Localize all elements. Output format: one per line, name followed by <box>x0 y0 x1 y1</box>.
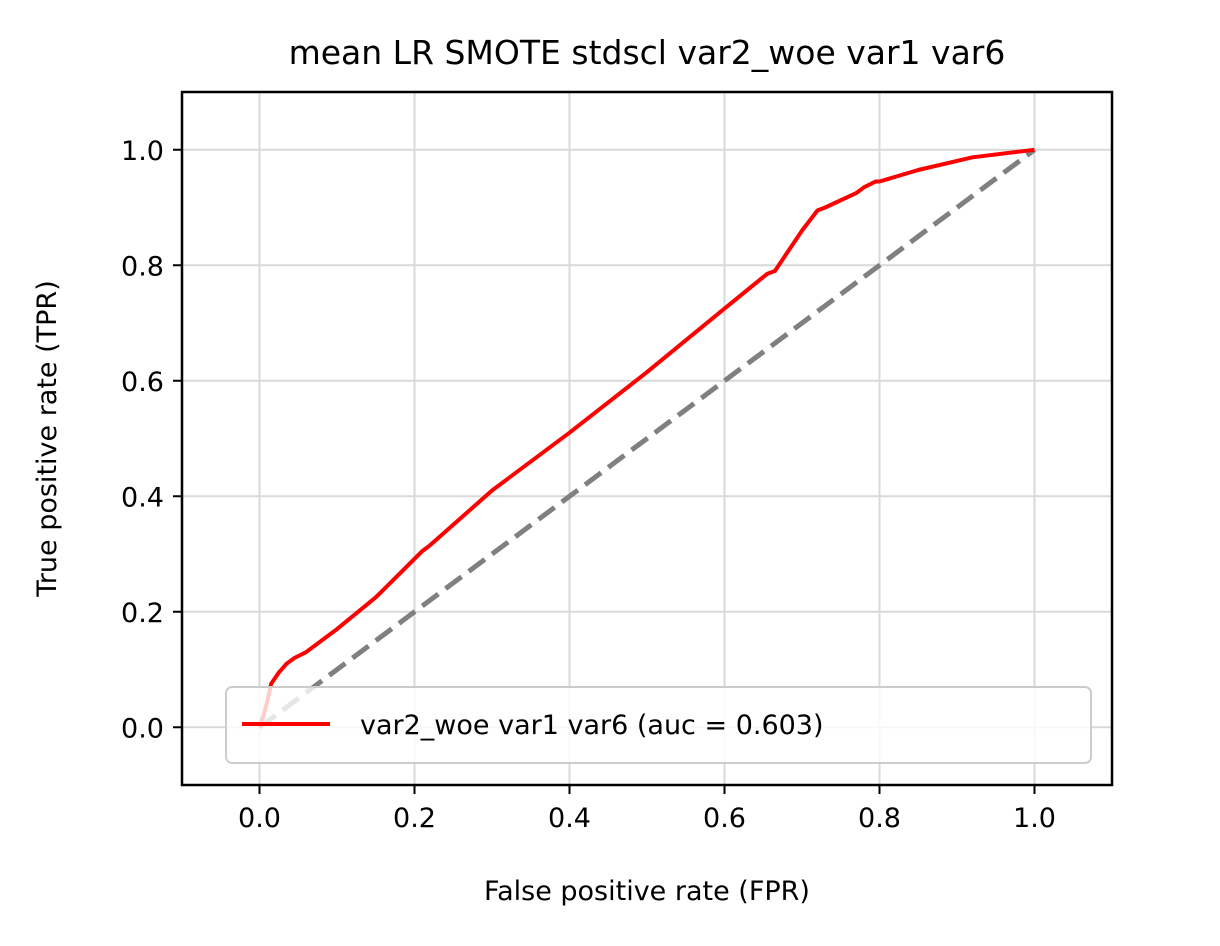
y-tick-label: 1.0 <box>121 136 164 167</box>
y-tick-label: 0.0 <box>121 713 164 744</box>
plot-frame <box>180 90 1114 787</box>
chart-title: mean LR SMOTE stdscl var2_woe var1 var6 <box>289 33 1006 72</box>
y-tick-label: 0.8 <box>121 251 164 282</box>
legend-box <box>225 686 1092 764</box>
x-tick-label: 0.4 <box>548 803 591 834</box>
roc-curve-line <box>257 147 1035 728</box>
y-axis-label: True positive rate (TPR) <box>32 280 63 597</box>
legend-entry-label: var2_woe var1 var6 (auc = 0.603) <box>360 710 824 741</box>
tick-layer: 0.0 0.2 0.4 0.6 0.8 1.0 0.0 0.2 0.4 0.6 0.8 1.0 <box>121 136 1056 834</box>
legend: var2_woe var1 var6 (auc = 0.603) <box>225 686 1092 764</box>
chance-diagonal-line <box>258 147 1036 730</box>
x-tick-label: 1.0 <box>1013 803 1056 834</box>
x-tick-label: 0.0 <box>238 803 281 834</box>
x-axis-label: False positive rate (FPR) <box>484 876 810 907</box>
x-tick-label: 0.8 <box>858 803 901 834</box>
y-tick-label: 0.2 <box>121 598 164 629</box>
y-tick-label: 0.4 <box>121 482 164 513</box>
y-tick-label: 0.6 <box>121 367 164 398</box>
series-layer <box>257 147 1036 730</box>
x-tick-label: 0.2 <box>393 803 436 834</box>
x-tick-label: 0.6 <box>703 803 746 834</box>
